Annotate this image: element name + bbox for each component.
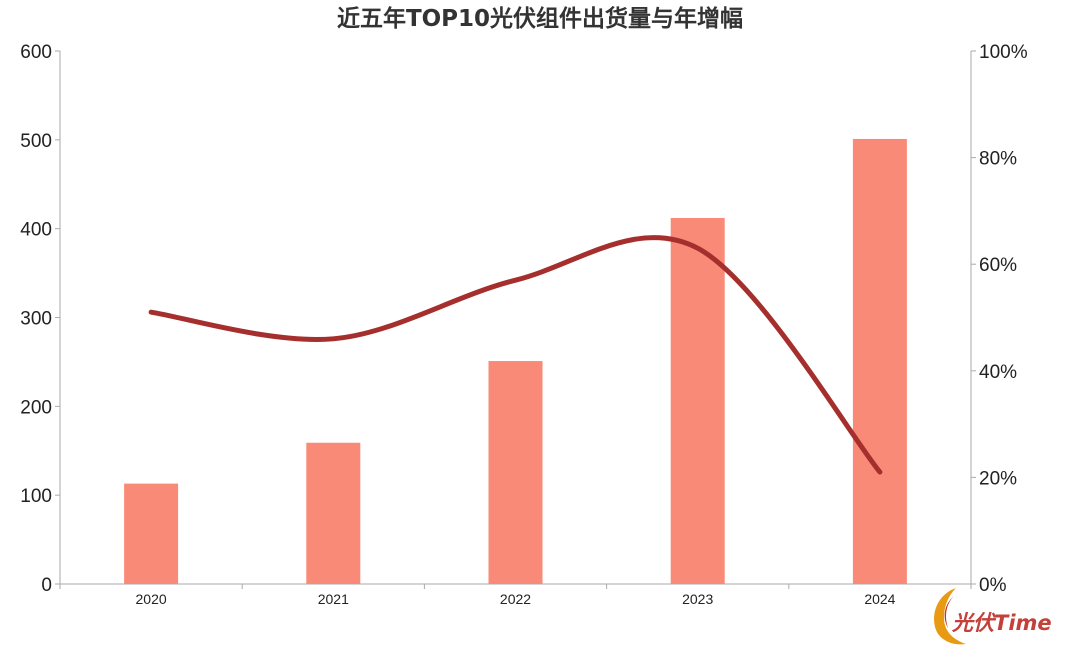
x-tick-label: 2020 (136, 591, 167, 607)
y-left-tick-label: 0 (41, 575, 52, 596)
y-left-tick-label: 200 (20, 397, 52, 418)
y-left-tick-label: 600 (20, 42, 52, 63)
y-right-tick-label: 100% (979, 42, 1028, 63)
y-left-tick-label: 300 (20, 309, 52, 330)
y-left-tick-label: 500 (20, 131, 52, 152)
x-tick-label: 2021 (318, 591, 349, 607)
line-series (148, 235, 883, 475)
bar (670, 218, 725, 585)
x-tick-label: 2024 (864, 591, 895, 607)
bar (488, 361, 543, 584)
bar (306, 442, 361, 584)
x-tick-label: 2023 (682, 591, 713, 607)
watermark-swoosh-icon (934, 588, 966, 645)
y-right-tick-label: 80% (979, 149, 1017, 170)
watermark-logo: 光伏Time (934, 588, 1052, 645)
bar (124, 483, 179, 584)
x-tick-label: 2022 (500, 591, 531, 607)
y-right-tick-label: 0% (979, 575, 1007, 596)
y-left-tick-label: 100 (20, 486, 52, 507)
growth-line (148, 235, 883, 475)
bar-series (124, 138, 907, 585)
y-right-tick-label: 60% (979, 255, 1017, 276)
bar (852, 138, 907, 584)
y-right-tick-label: 40% (979, 362, 1017, 383)
y-right-tick-label: 20% (979, 468, 1017, 489)
y-left-tick-label: 400 (20, 220, 52, 241)
watermark-text: 光伏Time (951, 611, 1052, 635)
axes: 0 100 200 300 400 500 600 0% 20% 40% 60% 80% 100% 202… (20, 42, 1027, 607)
chart-title: 近五年TOP10光伏组件出货量与年增幅 (337, 5, 743, 32)
